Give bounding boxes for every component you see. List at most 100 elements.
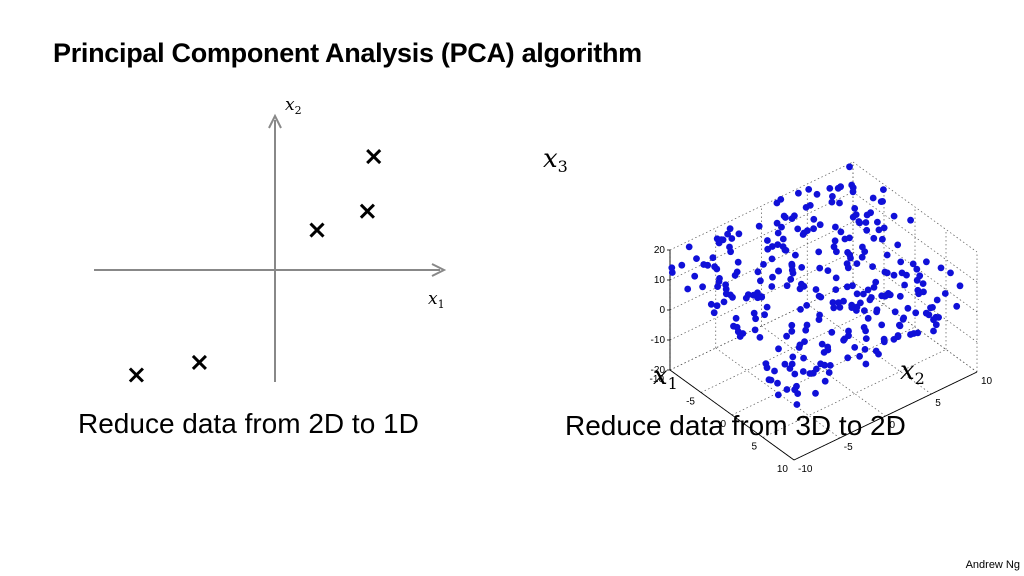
- data-point: [756, 334, 764, 341]
- data-point: [913, 276, 921, 284]
- data-point: [812, 389, 819, 397]
- data-point: [720, 298, 728, 306]
- data-point: [787, 275, 795, 283]
- grid-line: [852, 161, 978, 253]
- data-point: [715, 278, 723, 285]
- data-point: [813, 190, 821, 198]
- data-point: [821, 377, 829, 385]
- data-point: [825, 369, 833, 376]
- data-point: [815, 248, 823, 256]
- data-point: [774, 391, 782, 399]
- data-point: [870, 234, 878, 242]
- data-point: [894, 333, 902, 341]
- data-point: [862, 219, 870, 226]
- data-point: [816, 221, 824, 229]
- data-point: [788, 321, 796, 329]
- data-point: [782, 247, 790, 254]
- data-point: [768, 283, 776, 290]
- data-point: [880, 338, 888, 346]
- data-point: [883, 251, 891, 259]
- data-point: [846, 251, 854, 259]
- grid-line: [852, 251, 978, 343]
- data-point: [751, 326, 759, 334]
- data-point: [777, 196, 785, 203]
- data-point: [824, 343, 832, 351]
- data-point: [815, 292, 823, 300]
- z-tick-label: 0: [659, 305, 665, 316]
- z-tick-label: 10: [654, 275, 666, 286]
- slide-title: Principal Component Analysis (PCA) algor…: [53, 38, 642, 68]
- data-point: [684, 285, 692, 293]
- data-point: [901, 281, 908, 289]
- data-point: [872, 278, 880, 286]
- data-point: [796, 341, 804, 349]
- data-point: [907, 216, 914, 224]
- x-marker: [309, 222, 325, 238]
- data-point: [793, 401, 801, 408]
- x-marker: [366, 149, 382, 165]
- x2-tick-label: -5: [844, 442, 853, 453]
- data-point: [752, 315, 759, 323]
- data-point: [862, 360, 870, 368]
- y-axis-label: x2: [285, 95, 302, 117]
- data-point: [812, 286, 820, 293]
- data-point: [734, 258, 742, 266]
- data-point: [791, 370, 799, 378]
- z-tick-label: -20: [651, 365, 666, 376]
- data-point: [837, 183, 844, 191]
- data-point: [781, 360, 789, 368]
- data-point: [874, 218, 881, 226]
- data-point: [760, 261, 767, 268]
- data-point: [792, 251, 799, 259]
- x-axis-label: x1: [428, 289, 445, 311]
- data-point: [754, 268, 762, 276]
- grid-line: [669, 221, 854, 311]
- data-point: [829, 193, 836, 200]
- z-tick-label: -10: [651, 335, 666, 346]
- data-point: [803, 321, 811, 329]
- data-point: [897, 258, 905, 266]
- data-point: [726, 225, 734, 233]
- data-point: [824, 267, 832, 274]
- data-point: [788, 262, 796, 270]
- z-tick-label: 20: [654, 245, 666, 256]
- data-point: [818, 340, 826, 348]
- data-point: [805, 186, 813, 193]
- data-point: [710, 309, 718, 317]
- data-point: [796, 285, 804, 293]
- data-point: [715, 239, 723, 247]
- data-point: [757, 277, 764, 285]
- data-point: [846, 234, 853, 242]
- data-points-2d: [128, 149, 382, 383]
- data-point: [782, 214, 789, 221]
- data-point: [860, 324, 868, 331]
- data-point: [909, 260, 917, 268]
- x1-tick-label: 5: [751, 442, 757, 453]
- data-point: [731, 272, 739, 279]
- data-point: [879, 198, 886, 205]
- data-point: [835, 299, 842, 307]
- data-point: [881, 292, 889, 300]
- data-point: [668, 269, 676, 276]
- data-point: [932, 321, 940, 329]
- data-point: [941, 290, 949, 297]
- data-point: [783, 386, 791, 393]
- data-point: [879, 235, 886, 243]
- data-point: [779, 235, 787, 243]
- data-point: [831, 237, 839, 245]
- grid-line: [669, 191, 854, 281]
- data-point: [802, 326, 810, 334]
- data-point: [750, 309, 758, 317]
- grid-line: [761, 325, 886, 417]
- data-point: [851, 205, 859, 212]
- data-point: [832, 274, 840, 282]
- grid-line: [852, 191, 978, 283]
- data-point: [691, 272, 699, 280]
- data-point: [915, 290, 923, 298]
- data-point: [788, 327, 796, 335]
- data-point: [794, 225, 802, 233]
- x2-tick-label: -10: [798, 464, 813, 475]
- caption-3d-to-2d: Reduce data from 3D to 2D: [565, 410, 906, 441]
- data-point: [830, 243, 838, 251]
